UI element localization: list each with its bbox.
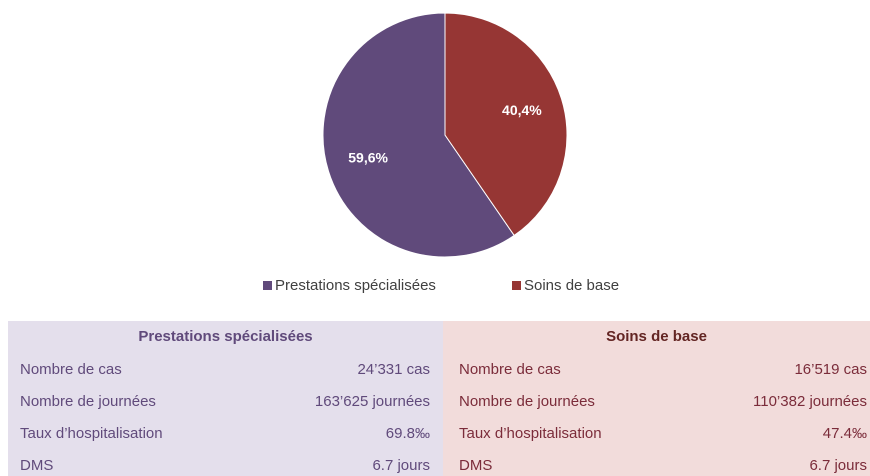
- row-value: 16’519 cas: [794, 361, 867, 378]
- row-label: Nombre de journées: [459, 393, 595, 410]
- panel-title: Prestations spécialisées: [138, 328, 312, 345]
- row-label: Nombre de cas: [20, 361, 122, 378]
- row-value: 163’625 journées: [315, 393, 430, 410]
- row-label: DMS: [20, 457, 53, 474]
- row-label: Nombre de cas: [459, 361, 561, 378]
- row-value: 6.7 jours: [809, 457, 867, 474]
- row-value: 24’331 cas: [357, 361, 430, 378]
- row-value: 69.8‰: [386, 425, 430, 442]
- row-value: 6.7 jours: [372, 457, 430, 474]
- row-label: Nombre de journées: [20, 393, 156, 410]
- data-label: 59,6%: [348, 150, 388, 166]
- panel-bg: [8, 321, 443, 476]
- legend-swatch: [263, 281, 272, 290]
- row-label: Taux d’hospitalisation: [459, 425, 602, 442]
- pie-slice: [444, 12, 568, 237]
- row-label: Taux d’hospitalisation: [20, 425, 163, 442]
- row-value: 47.4‰: [823, 425, 867, 442]
- panel-bg: [443, 321, 870, 476]
- panel-title: Soins de base: [606, 328, 707, 345]
- legend-label: Prestations spécialisées: [275, 277, 436, 294]
- row-value: 110’382 journées: [753, 393, 867, 410]
- row-label: DMS: [459, 457, 492, 474]
- legend-label: Soins de base: [524, 277, 619, 294]
- pie-slice: [322, 12, 515, 258]
- data-label: 40,4%: [502, 102, 542, 118]
- legend-swatch: [512, 281, 521, 290]
